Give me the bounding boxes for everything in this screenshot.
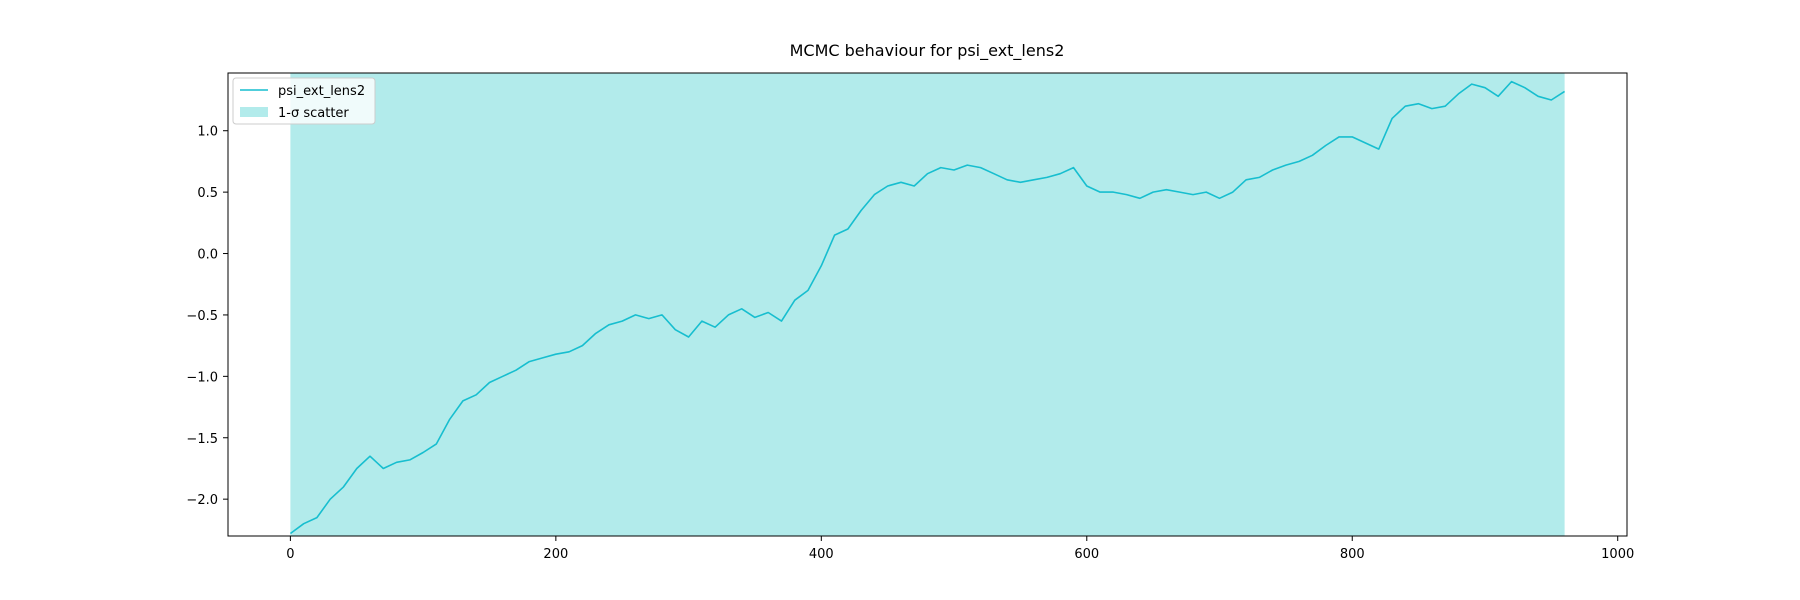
y-tick-label: −1.0 <box>186 370 218 385</box>
x-tick-label: 400 <box>809 547 834 562</box>
y-tick-label: 0.5 <box>197 186 218 201</box>
x-tick-label: 1000 <box>1601 547 1634 562</box>
legend-label-line: psi_ext_lens2 <box>278 84 365 99</box>
legend-patch-swatch <box>240 107 268 117</box>
x-tick-label: 200 <box>543 547 568 562</box>
chart-title: MCMC behaviour for psi_ext_lens2 <box>790 41 1065 61</box>
legend-label-band: 1-σ scatter <box>278 106 349 121</box>
y-axis: −2.0 −1.5 −1.0 −0.5 0.0 0.5 1.0 <box>186 125 228 508</box>
series-line-0 <box>289 80 1566 535</box>
sigma-band <box>290 73 1565 536</box>
x-tick-label: 600 <box>1074 547 1099 562</box>
y-tick-label: 1.0 <box>197 125 218 140</box>
y-tick-label: −2.0 <box>186 493 218 508</box>
plot-area <box>227 72 1628 537</box>
y-tick-label: 0.0 <box>197 248 218 263</box>
x-axis: 0 200 400 600 800 1000 <box>286 536 1634 562</box>
x-tick-label: 800 <box>1340 547 1365 562</box>
axes-frame <box>227 72 1628 537</box>
y-tick-label: −0.5 <box>186 309 218 324</box>
legend-frame <box>232 77 376 125</box>
legend: psi_ext_lens2 1-σ scatter <box>232 77 376 125</box>
x-tick-label: 0 <box>286 547 294 562</box>
y-tick-label: −1.5 <box>186 432 218 447</box>
